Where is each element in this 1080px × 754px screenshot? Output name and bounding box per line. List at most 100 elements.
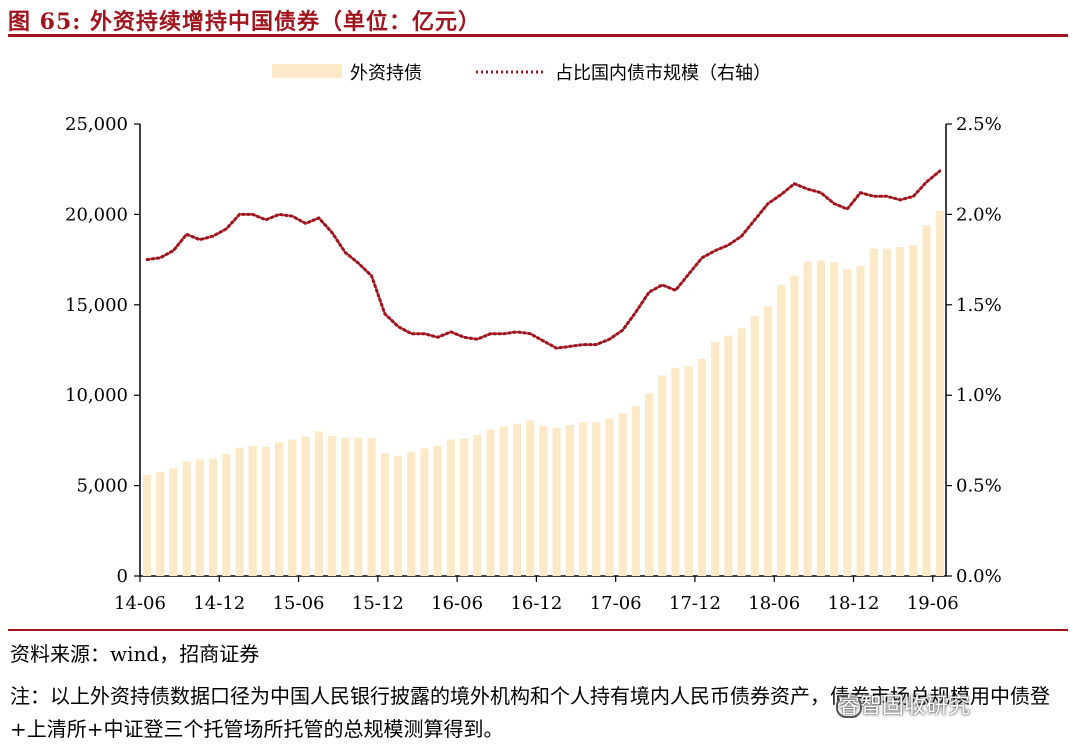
bar: [512, 424, 522, 576]
x-tick-label: 14-06: [114, 593, 166, 614]
share-line: [145, 169, 942, 350]
bar: [605, 418, 614, 576]
bar: [420, 448, 429, 576]
bar: [869, 248, 878, 576]
x-tick-label: 18-12: [828, 593, 880, 614]
bar: [526, 420, 535, 576]
bar: [618, 413, 627, 576]
x-tick-label: 19-06: [907, 593, 959, 614]
axes: 0 5,000 10,000 15,000 20,000 25,000 0.0% 0.5% 1.…: [65, 114, 1002, 614]
title-rule: [8, 34, 1068, 37]
bar: [314, 431, 323, 576]
y-left-tick-label: 25,000: [65, 114, 128, 135]
bar: [777, 284, 786, 576]
footer-rule: [8, 629, 1068, 631]
x-tick-label: 18-06: [748, 593, 800, 614]
bar: [684, 366, 693, 576]
bar: [156, 472, 165, 576]
y-right-tick-label: 1.0%: [956, 385, 1002, 406]
bar: [275, 442, 284, 576]
bar: [169, 468, 178, 576]
x-tick-label: 16-06: [431, 593, 483, 614]
bar: [354, 437, 363, 576]
bar: [935, 210, 944, 576]
legend-label-line: 占比国内债市规模（右轴）: [555, 63, 771, 84]
y-right-tick-label: 2.0%: [956, 204, 1002, 225]
bar: [539, 425, 548, 576]
bar: [896, 246, 905, 576]
bar: [446, 439, 456, 576]
bar: [658, 375, 667, 576]
bar: [645, 393, 654, 576]
bar-series: [142, 210, 944, 577]
bar: [816, 260, 825, 576]
bar: [565, 425, 574, 576]
watermark: 睿智固收研究: [838, 694, 971, 719]
bar: [499, 426, 508, 576]
bar: [724, 335, 733, 576]
bar: [671, 368, 680, 576]
bar: [327, 435, 337, 576]
x-tick-label: 14-12: [193, 593, 245, 614]
bar: [552, 427, 561, 576]
bar: [578, 422, 588, 576]
bar: [195, 459, 204, 576]
bar: [380, 453, 389, 576]
bar: [235, 447, 244, 576]
x-tick-label: 17-06: [590, 593, 642, 614]
legend: 外资持债 占比国内债市规模（右轴）: [272, 63, 771, 84]
bar: [803, 261, 812, 576]
bar: [288, 439, 297, 576]
bar: [222, 453, 231, 576]
y-right-tick-label: 2.5%: [956, 114, 1002, 135]
bar: [711, 341, 720, 576]
y-left-tick-label: 10,000: [65, 385, 128, 406]
bar: [631, 406, 640, 576]
bar: [341, 437, 350, 576]
bar: [261, 446, 271, 576]
bar: [460, 438, 469, 576]
x-tick-label: 17-12: [669, 593, 721, 614]
y-left-tick-label: 0: [117, 566, 128, 587]
bar: [301, 436, 310, 576]
bar: [882, 248, 892, 576]
bar: [407, 452, 416, 576]
bar: [592, 422, 601, 576]
bar: [829, 262, 839, 576]
y-right-tick-label: 0.0%: [956, 566, 1002, 587]
bar: [909, 245, 918, 577]
y-right-tick-label: 1.5%: [956, 295, 1002, 316]
y-left-tick-label: 20,000: [65, 204, 128, 225]
y-left-tick-label: 15,000: [65, 295, 128, 316]
bar: [763, 306, 773, 576]
y-right-tick-label: 0.5%: [956, 476, 1002, 497]
figure-title: 图 65: 外资持续增持中国债券（单位：亿元）: [8, 9, 482, 35]
bar: [248, 445, 257, 576]
x-tick-label: 16-12: [510, 593, 562, 614]
bar: [856, 265, 865, 576]
bar: [486, 429, 495, 576]
bar: [182, 461, 191, 576]
x-tick-label: 15-06: [273, 593, 325, 614]
bar: [142, 474, 152, 576]
line-series: [145, 169, 942, 350]
y-left-tick-label: 5,000: [76, 476, 128, 497]
bar: [367, 437, 376, 576]
bar: [208, 458, 218, 576]
chart: 外资持债 占比国内债市规模（右轴） 0 5,000 10,000 15,000 20,0…: [65, 63, 1002, 614]
x-tick-label: 15-12: [352, 593, 404, 614]
wechat-icon: [836, 696, 862, 718]
source-text: 资料来源：wind，招商证券: [10, 642, 260, 666]
bar: [473, 434, 482, 576]
bar: [843, 269, 852, 576]
legend-swatch-bar: [272, 64, 342, 78]
bar: [750, 315, 759, 576]
bar: [790, 275, 799, 576]
legend-label-bar: 外资持债: [350, 63, 422, 84]
note-text: 注：以上外资持债数据口径为中国人民银行披露的境外机构和个人持有境内人民币债券资产…: [10, 684, 1050, 741]
bar: [922, 225, 931, 577]
bar: [433, 445, 442, 576]
bar: [393, 455, 403, 576]
bar: [737, 328, 746, 576]
bar: [697, 359, 707, 576]
